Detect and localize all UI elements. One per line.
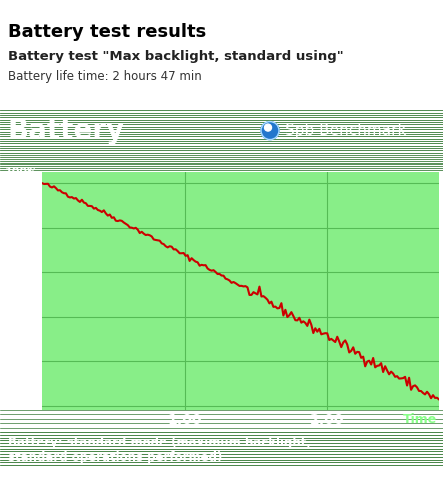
Text: 1:00: 1:00 (167, 413, 202, 427)
Text: Battery life time: 2 hours 47 min: Battery life time: 2 hours 47 min (8, 70, 202, 83)
Text: 2:00: 2:00 (310, 413, 345, 427)
Text: 100%: 100% (5, 167, 39, 177)
Text: Time: Time (403, 413, 437, 426)
Text: Battery: Battery (8, 117, 125, 145)
Text: Battery test "Max backlight, standard using": Battery test "Max backlight, standard us… (8, 50, 344, 63)
Text: Battery test results: Battery test results (8, 23, 206, 41)
Text: standard operations performed): standard operations performed) (8, 452, 222, 465)
Text: 40%: 40% (12, 310, 39, 320)
Text: Battery: standard mode (maximum backlight,: Battery: standard mode (maximum backligh… (8, 436, 311, 449)
Text: Spb Benchmark: Spb Benchmark (285, 123, 406, 138)
Text: 20%: 20% (12, 357, 39, 367)
Text: 60%: 60% (12, 262, 39, 272)
Text: 0%: 0% (20, 405, 39, 415)
Circle shape (264, 124, 272, 131)
Circle shape (261, 121, 279, 139)
Text: 80%: 80% (12, 214, 39, 225)
